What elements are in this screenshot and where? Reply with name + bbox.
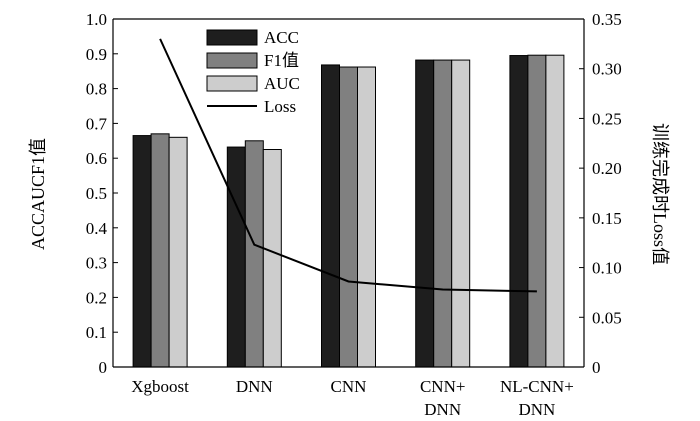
y-axis-title: ACCAUCF1值: [28, 138, 48, 250]
y2-tick-label: 0.05: [592, 308, 622, 327]
y-tick-label: 1.0: [86, 10, 107, 29]
y2-tick-label: 0.25: [592, 109, 622, 128]
y-tick-label: 0.5: [86, 184, 107, 203]
x-tick-label: Xgboost: [131, 377, 189, 396]
y-tick-label: 0.2: [86, 288, 107, 307]
x-tick-label: CNN+: [420, 377, 465, 396]
bar-ACC-2: [321, 64, 340, 368]
legend-label: Loss: [264, 97, 296, 116]
y-tick-label: 0.9: [86, 45, 107, 64]
bar-AUC-3: [451, 59, 471, 368]
bar-group: [132, 54, 565, 368]
y-tick-label: 0.8: [86, 80, 107, 99]
bar-ACC-1: [226, 146, 246, 368]
bar-ACC-0: [132, 135, 152, 368]
bar-F1值-3: [433, 59, 453, 368]
legend-swatch-AUC: [206, 75, 258, 92]
bar-AUC-0: [168, 136, 188, 368]
bar-F1值-4: [527, 54, 547, 368]
legend-swatch-ACC: [206, 29, 258, 46]
bar-ACC-4: [509, 55, 529, 368]
y-tick-label: 0.7: [86, 114, 108, 133]
x-tick-label: NL-CNN+: [500, 377, 574, 396]
y-tick-label: 0: [99, 358, 108, 377]
loss-line: [159, 38, 537, 293]
loss-line-group: [159, 38, 537, 293]
y2-tick-label: 0.10: [592, 259, 622, 278]
y-tick-label: 0.4: [86, 219, 108, 238]
y2-tick-label: 0.20: [592, 159, 622, 178]
y2-tick-label: 0.15: [592, 209, 622, 228]
y2-tick-label: 0.35: [592, 10, 622, 29]
x-tick-label: DNN: [236, 377, 273, 396]
bar-F1值-0: [150, 133, 170, 368]
y2-axis-title: 训练完成时Loss值: [650, 123, 670, 265]
legend-label: F1值: [264, 51, 299, 70]
legend-swatch-F1值: [206, 52, 258, 69]
bar-AUC-4: [545, 54, 565, 368]
bar-AUC-2: [357, 66, 376, 368]
ticks-group: 0 0.1 0.2 0.3 0.4 0.5 0.6 0.7 0.8 0.9 1.0 0 0.05 0.10…: [86, 10, 622, 419]
y-tick-label: 0.3: [86, 254, 107, 273]
axes-group: [112, 18, 585, 368]
x-tick-label: DNN: [518, 400, 555, 419]
x-tick-label: DNN: [424, 400, 461, 419]
y2-tick-label: 0: [592, 358, 601, 377]
legend-label: AUC: [264, 74, 300, 93]
bar-ACC-3: [415, 59, 435, 368]
legend: ACC F1值 AUC Loss: [206, 28, 300, 116]
bar-AUC-1: [262, 149, 282, 368]
bar-F1值-2: [339, 66, 358, 368]
y2-tick-label: 0.30: [592, 60, 622, 79]
legend-label: ACC: [264, 28, 299, 47]
bar-F1值-1: [244, 140, 264, 368]
y-tick-label: 0.6: [86, 149, 107, 168]
y-tick-label: 0.1: [86, 323, 107, 342]
x-tick-label: CNN: [331, 377, 367, 396]
